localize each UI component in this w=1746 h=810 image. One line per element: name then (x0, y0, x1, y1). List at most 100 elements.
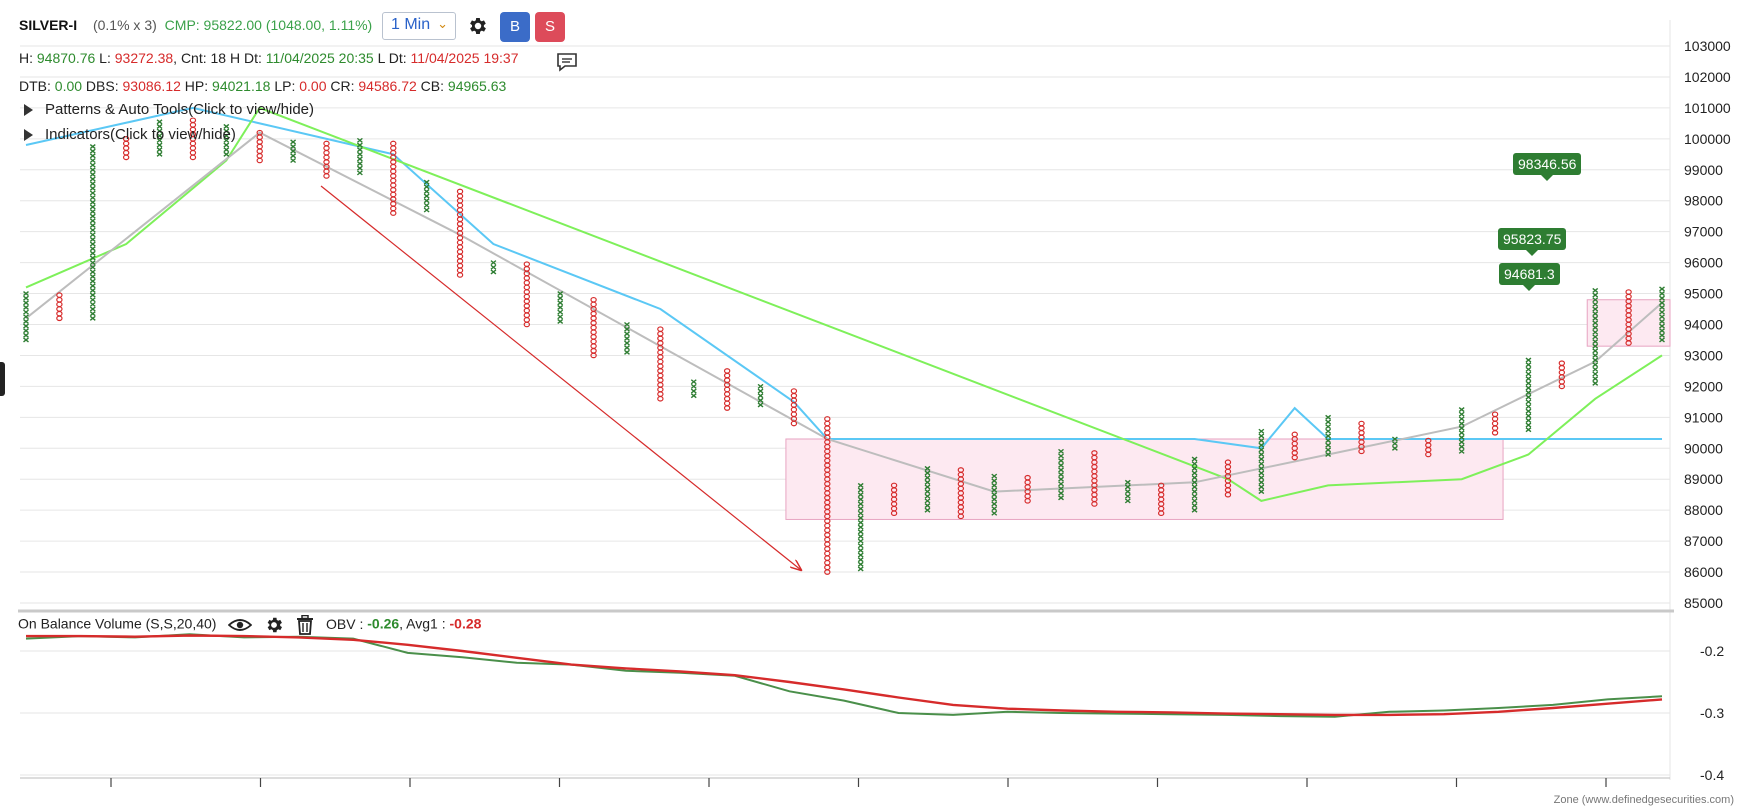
obv-toolbar: On Balance Volume (S,S,20,40) OBV : -0.2… (18, 614, 481, 635)
o-box (590, 329, 597, 336)
x-box (1058, 467, 1064, 473)
x-box (356, 151, 363, 157)
price-tick-label: 90000 (1684, 440, 1723, 456)
trash-icon[interactable] (296, 614, 314, 635)
o-box (1558, 365, 1566, 371)
x-box (89, 278, 96, 284)
o-box (456, 221, 464, 227)
o-box (256, 139, 263, 145)
o-box (1491, 425, 1499, 431)
eye-icon[interactable] (228, 617, 253, 633)
timeframe-select[interactable]: 1 Min ⌄ (382, 12, 456, 40)
zones-layer (785, 299, 1671, 520)
x-box (23, 328, 29, 334)
o-column (256, 129, 263, 164)
x-column (690, 379, 697, 399)
x-column (924, 465, 931, 513)
o-column (456, 188, 464, 278)
x-box (223, 128, 230, 134)
x-box (1458, 425, 1465, 431)
x-column (490, 260, 497, 275)
comment-icon[interactable] (556, 52, 578, 72)
x-box (1592, 301, 1599, 307)
header-line: SILVER-I (0.1% x 3) CMP: 95822.00 (1048.… (19, 17, 372, 33)
sell-button[interactable]: S (535, 12, 565, 42)
x-box (1525, 390, 1532, 396)
o-box (590, 310, 597, 317)
x-box (924, 479, 931, 485)
x-box (23, 295, 29, 301)
x-box (624, 335, 630, 341)
o-box (523, 317, 531, 323)
symbol-name[interactable]: SILVER-I (19, 17, 78, 33)
x-box (89, 232, 96, 238)
timeframe-value: 1 Min (391, 16, 431, 33)
o-column (1024, 474, 1031, 504)
x-box (857, 543, 864, 549)
x-box (857, 533, 864, 540)
x-column (156, 119, 163, 157)
o-column (56, 292, 63, 322)
o-box (824, 522, 831, 529)
o-column (122, 136, 130, 161)
x-box (23, 323, 29, 329)
o-box (657, 377, 664, 384)
x-box (23, 337, 29, 343)
x-box (1525, 362, 1532, 368)
o-box (390, 191, 397, 198)
x-box (89, 162, 96, 168)
gear-icon[interactable] (467, 15, 489, 37)
o-box (723, 368, 731, 374)
x-box (23, 291, 29, 297)
x-box (1458, 439, 1465, 445)
x-box (857, 519, 864, 526)
x-box (1525, 399, 1532, 405)
x-box (89, 306, 96, 312)
o-column (1425, 437, 1432, 458)
x-box (89, 260, 96, 266)
price-tag-low: 94681.3 (1499, 263, 1560, 291)
x-box (857, 501, 864, 507)
x-box (624, 331, 630, 337)
x-box (857, 557, 864, 563)
o-box (790, 411, 798, 418)
x-box (89, 269, 96, 275)
lower-band-line (25, 106, 1663, 502)
indicators-toggle[interactable]: Indicators(Click to view/hide) (24, 126, 236, 143)
o-box (256, 157, 263, 164)
dbs-value: 93086.12 (122, 78, 181, 94)
x-box (290, 157, 297, 164)
o-box (723, 400, 731, 407)
buy-button[interactable]: B (500, 12, 530, 42)
price-tick-label: 96000 (1684, 255, 1723, 271)
x-box (924, 493, 931, 499)
x-box (356, 147, 363, 153)
gear-icon[interactable] (264, 615, 284, 635)
x-box (1525, 380, 1532, 386)
x-box (156, 119, 163, 125)
side-panel-handle[interactable] (0, 362, 5, 396)
x-box (1525, 385, 1532, 391)
x-box (1258, 489, 1265, 495)
x-box (557, 318, 564, 324)
obv-title[interactable]: On Balance Volume (S,S,20,40) (18, 615, 217, 632)
x-box (1592, 380, 1599, 386)
x-box (1592, 371, 1599, 377)
price-grid (20, 20, 1671, 780)
o-box (390, 163, 397, 170)
x-box (857, 487, 864, 493)
x-box (1458, 448, 1465, 454)
triangle-right-icon (24, 104, 33, 117)
x-column (624, 321, 630, 355)
x-box (991, 478, 998, 484)
dtb-value: 0.00 (54, 78, 83, 94)
x-box (23, 304, 29, 311)
x-box (624, 345, 630, 351)
x-box (89, 227, 96, 233)
o-box (657, 368, 664, 374)
chevron-down-icon: ⌄ (437, 16, 448, 31)
price-tick-label: 99000 (1684, 162, 1723, 178)
patterns-toggle[interactable]: Patterns & Auto Tools(Click to view/hide… (24, 101, 314, 118)
x-box (89, 301, 96, 307)
